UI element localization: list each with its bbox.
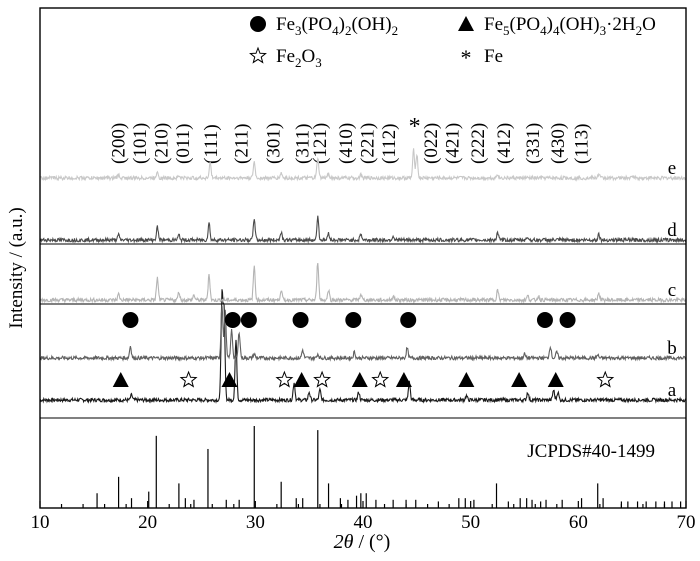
hkl-label: (311) (293, 124, 314, 164)
legend-label: Fe5(PO4)4(OH)3·2H2O (484, 14, 656, 38)
axes: 10 20 30 40 50 60 70 (31, 7, 696, 533)
filled-circle-marker (559, 312, 576, 328)
hkl-label: (113) (572, 124, 593, 164)
hkl-label: (301) (264, 123, 285, 164)
hkl-label: (210) (152, 123, 173, 164)
filled-circle-marker (400, 312, 417, 328)
x-axis-label: 2θ / (°) (334, 531, 391, 553)
series-line-d (39, 215, 687, 244)
filled-triangle-marker (511, 372, 528, 387)
fe-peak-asterisk: * (409, 114, 421, 140)
hkl-label: (112) (379, 124, 400, 164)
legend-label: Fe2O3 (276, 46, 322, 70)
legend-label: Fe (484, 46, 503, 67)
hkl-label: (101) (130, 123, 151, 164)
x-tick-label: 70 (677, 512, 696, 533)
series-line-e (39, 148, 687, 182)
hkl-label: (121) (310, 123, 331, 164)
x-tick-label: 30 (246, 512, 265, 533)
hkl-label: (410) (336, 123, 357, 164)
open-star-marker (313, 370, 332, 388)
plot-frame (39, 7, 687, 509)
asterisk-marker: * (461, 45, 472, 70)
series-line-c (39, 263, 687, 304)
hkl-label: (011) (173, 124, 194, 164)
filled-circle-marker (122, 312, 139, 328)
filled-circle-marker (345, 312, 362, 328)
hkl-label: (211) (231, 124, 252, 164)
legend-label: Fe3(PO4)2(OH)2 (276, 14, 398, 38)
series-label-e: e (668, 158, 676, 179)
filled-triangle-marker (547, 372, 564, 387)
hkl-label: (221) (357, 123, 378, 164)
hkl-label: (022) (421, 123, 442, 164)
open-star-marker (596, 370, 615, 388)
series-label-a: a (668, 380, 677, 401)
filled-triangle-marker (458, 372, 475, 387)
series-label-b: b (667, 338, 677, 359)
plot-area: JCPDS#40-1499 ab c d e (39, 148, 687, 508)
series-line-b (39, 305, 687, 362)
open-star-marker (249, 46, 267, 64)
open-star-marker (371, 370, 390, 388)
x-tick-label: 20 (138, 512, 157, 533)
filled-triangle-marker (351, 372, 368, 387)
series-label-c: c (668, 280, 676, 301)
series-label-d: d (667, 220, 677, 241)
legend: Fe3(PO4)2(OH)2 Fe5(PO4)4(OH)3·2H2O Fe2O3 * F… (249, 14, 656, 70)
filled-triangle-marker (395, 372, 412, 387)
hkl-label: (421) (442, 123, 463, 164)
filled-circle-marker (240, 312, 257, 328)
series-line-a (39, 289, 687, 404)
filled-circle-marker (536, 312, 553, 328)
hkl-label: (111) (201, 124, 222, 164)
filled-circle-marker (224, 312, 241, 328)
filled-triangle-marker (112, 372, 129, 387)
hkl-label: (412) (494, 123, 515, 164)
x-tick-label: 60 (569, 512, 588, 533)
reference-label: JCPDS#40-1499 (527, 441, 655, 462)
filled-triangle-marker (293, 372, 310, 387)
open-star-marker (275, 370, 294, 388)
filled-triangle-marker (458, 16, 474, 31)
x-tick-label: 50 (461, 512, 480, 533)
hkl-label: (222) (468, 123, 489, 164)
hkl-labels: (200) (101) (210) (011) (111) (211) (301) (311)… (109, 114, 593, 164)
x-tick-label: 10 (31, 512, 50, 533)
hkl-label: (331) (523, 123, 544, 164)
filled-triangle-marker (221, 372, 238, 387)
filled-circle-marker (250, 16, 266, 32)
hkl-label: (200) (109, 123, 130, 164)
hkl-label: (430) (548, 123, 569, 164)
x-tick-label: 40 (354, 512, 373, 533)
filled-circle-marker (292, 312, 309, 328)
y-axis-label: Intensity / (a.u.) (6, 207, 27, 328)
open-star-marker (179, 370, 198, 388)
